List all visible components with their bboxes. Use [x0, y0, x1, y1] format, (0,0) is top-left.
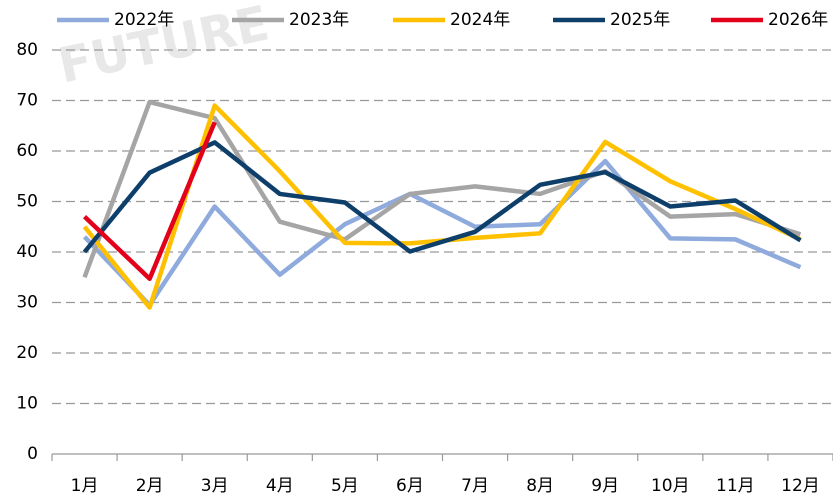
y-tick-label: 60: [16, 141, 38, 161]
x-tick-label: 10月: [651, 476, 690, 496]
x-tick-label: 9月: [591, 476, 619, 496]
x-tick-label: 3月: [201, 476, 229, 496]
x-tick-label: 6月: [396, 476, 424, 496]
series-line: [82, 121, 217, 282]
legend-label: 2024年: [450, 10, 510, 30]
legend-label: 2023年: [289, 10, 349, 30]
series-line: [82, 158, 802, 308]
x-tick-label: 11月: [716, 476, 755, 496]
y-tick-label: 20: [16, 343, 38, 363]
y-tick-label: 50: [16, 192, 38, 212]
legend-label: 2026年: [768, 10, 828, 30]
series-line: [82, 99, 802, 279]
x-tick-label: 4月: [266, 476, 294, 496]
y-tick-label: 80: [16, 40, 38, 60]
x-tick-label: 5月: [331, 476, 359, 496]
y-tick-label: 40: [16, 242, 38, 262]
legend-label: 2022年: [114, 10, 174, 30]
x-tick-label: 1月: [71, 476, 99, 496]
y-tick-label: 70: [16, 91, 38, 111]
x-tick-label: 8月: [526, 476, 554, 496]
y-tick-label: 0: [27, 444, 38, 464]
x-tick-label: 2月: [136, 476, 164, 496]
y-tick-label: 10: [16, 394, 38, 414]
series-line: [82, 140, 802, 254]
x-tick-label: 12月: [781, 476, 820, 496]
y-tick-label: 30: [16, 293, 38, 313]
x-tick-label: 7月: [461, 476, 489, 496]
legend-label: 2025年: [610, 10, 670, 30]
